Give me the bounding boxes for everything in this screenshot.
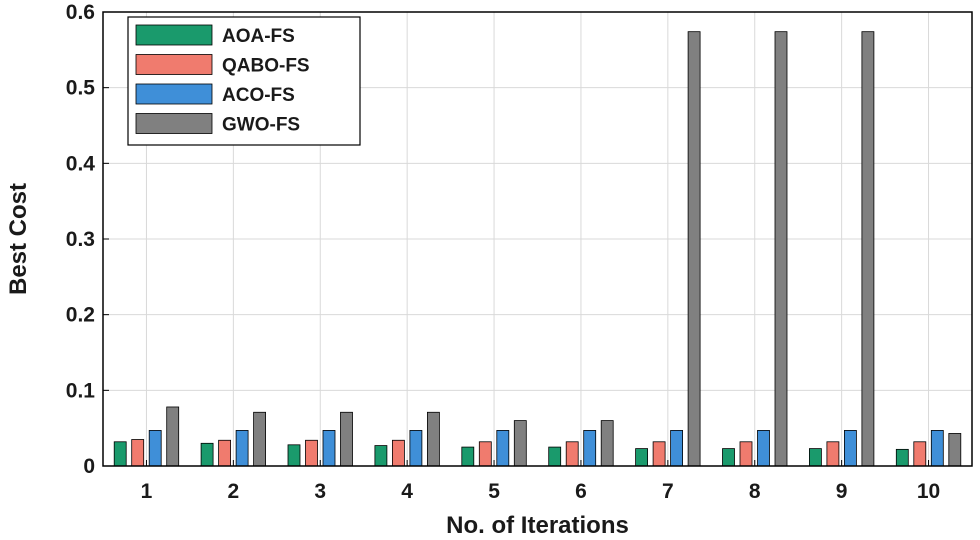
bar-aoa-fs	[461, 446, 475, 467]
bar-aoa-fs	[895, 448, 909, 467]
legend-label-aco-fs: ACO-FS	[222, 85, 295, 106]
bar-qabo-fs	[218, 439, 232, 467]
x-tick-label: 7	[662, 480, 674, 503]
x-tick-label: 1	[141, 480, 153, 503]
y-tick-label: 0.6	[66, 1, 95, 24]
bar-aco-fs	[322, 430, 336, 467]
bar-aoa-fs	[374, 445, 388, 467]
y-axis-ticks: 0 0.1 0.2 0.3 0.4 0.5 0.6	[66, 1, 109, 478]
legend-label-qabo-fs: QABO-FS	[222, 56, 310, 77]
y-tick-label: 0.3	[66, 228, 95, 251]
bar-gwo-fs	[687, 31, 701, 467]
bar-gwo-fs	[253, 411, 267, 467]
y-tick-label: 0	[83, 455, 95, 478]
bar-qabo-fs	[131, 439, 145, 467]
bar-aco-fs	[844, 430, 857, 467]
y-tick-label: 0.1	[66, 379, 96, 402]
legend-swatch-qabo-fs	[135, 54, 213, 75]
bar-aoa-fs	[722, 448, 735, 467]
x-tick-label: 8	[749, 480, 761, 503]
legend-label-gwo-fs: GWO-FS	[222, 115, 300, 136]
bar-gwo-fs	[948, 433, 962, 467]
x-tick-label: 3	[314, 480, 326, 503]
bar-aoa-fs	[548, 446, 562, 467]
bar-gwo-fs	[774, 31, 788, 467]
legend: AOA-FS QABO-FS ACO-FS GWO-FS	[127, 16, 361, 146]
bar-aco-fs	[148, 430, 162, 467]
bar-gwo-fs	[166, 406, 180, 467]
bar-qabo-fs	[478, 441, 492, 467]
bar-gwo-fs	[513, 420, 527, 467]
bar-aco-fs	[670, 430, 683, 467]
x-axis-ticks: 1 2 3 4 5 6 7 8 9 10	[141, 460, 940, 503]
bar-aco-fs	[496, 430, 510, 467]
bar-qabo-fs	[565, 441, 579, 467]
bar-qabo-fs	[739, 441, 753, 467]
bar-gwo-fs	[861, 31, 875, 467]
bar-aoa-fs	[809, 448, 822, 467]
bar-aco-fs	[583, 430, 597, 467]
bar-aoa-fs	[635, 448, 648, 467]
y-tick-label: 0.5	[66, 77, 96, 100]
legend-swatch-gwo-fs	[135, 113, 213, 134]
bar-qabo-fs	[826, 441, 840, 467]
bar-qabo-fs	[305, 439, 318, 467]
bar-gwo-fs	[426, 411, 440, 467]
y-axis-label: Best Cost	[5, 183, 32, 295]
bar-qabo-fs	[652, 441, 666, 467]
x-tick-label: 10	[917, 480, 940, 503]
bar-aco-fs	[930, 430, 944, 467]
x-axis-label: No. of Iterations	[446, 512, 629, 539]
y-tick-label: 0.2	[66, 304, 95, 327]
bar-aoa-fs	[113, 441, 127, 467]
bar-aoa-fs	[287, 444, 301, 467]
x-tick-label: 6	[575, 480, 587, 503]
x-tick-label: 9	[836, 480, 848, 503]
x-tick-label: 2	[228, 480, 240, 503]
bar-aoa-fs	[200, 442, 214, 467]
legend-swatch-aco-fs	[135, 83, 213, 105]
x-tick-label: 4	[401, 480, 413, 503]
bar-aco-fs	[409, 430, 423, 467]
bar-qabo-fs	[913, 441, 927, 467]
legend-label-aoa-fs: AOA-FS	[222, 26, 295, 47]
x-tick-label: 5	[488, 480, 500, 503]
bar-gwo-fs	[600, 420, 614, 467]
bars	[113, 31, 962, 467]
y-tick-label: 0.4	[66, 152, 96, 175]
bar-aco-fs	[757, 430, 770, 467]
bar-qabo-fs	[391, 439, 405, 467]
bar-aco-fs	[235, 430, 249, 467]
bar-gwo-fs	[340, 411, 353, 467]
legend-swatch-aoa-fs	[135, 24, 213, 46]
